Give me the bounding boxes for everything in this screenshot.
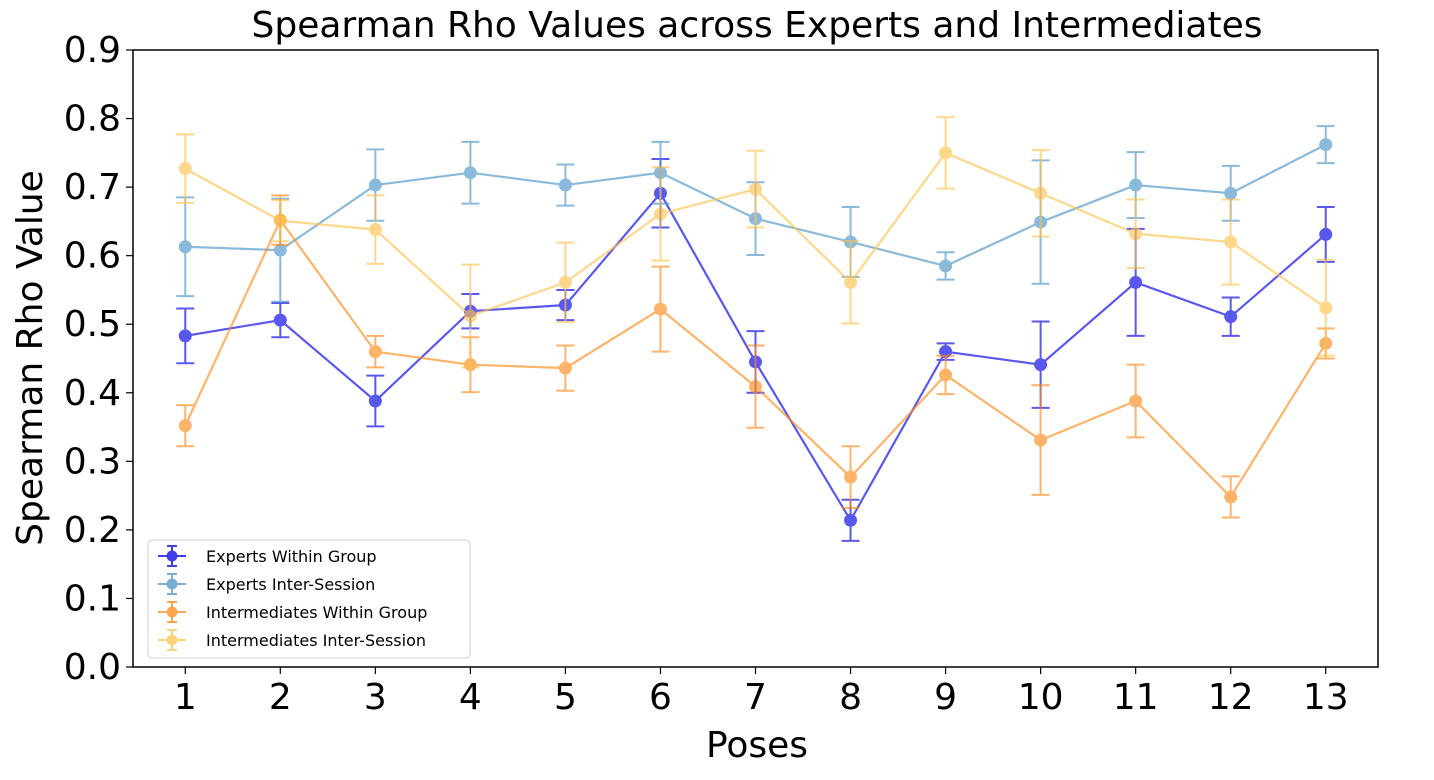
data-point (1034, 358, 1048, 372)
y-tick-label: 0.0 (64, 647, 121, 688)
plot-area (176, 116, 1335, 542)
data-point (273, 243, 287, 257)
legend-dot (166, 634, 178, 646)
axis-ticks: 0.00.10.20.30.40.50.60.70.80.91 2 3 4 5 6 7 8 9 1… (64, 30, 1349, 718)
legend-dot (166, 606, 178, 618)
data-point (273, 313, 287, 327)
data-point (1319, 227, 1333, 241)
x-axis-label: Poses (706, 725, 808, 766)
y-tick-label: 0.1 (64, 578, 121, 619)
x-tick-label: 6 (649, 677, 672, 718)
x-tick-label: 1 (174, 677, 197, 718)
x-tick-label: 5 (554, 677, 577, 718)
legend-marker (158, 573, 186, 595)
data-point (178, 329, 192, 343)
data-point (1224, 310, 1238, 324)
x-tick-label: 7 (744, 677, 767, 718)
data-point (1129, 178, 1143, 192)
data-point (368, 345, 382, 359)
x-tick-label: 8 (839, 677, 862, 718)
data-point (558, 275, 572, 289)
data-point (844, 275, 858, 289)
data-point (178, 162, 192, 176)
data-point (939, 146, 953, 160)
series-3 (176, 194, 1335, 519)
data-point (749, 380, 762, 394)
legend-dot (166, 550, 178, 562)
data-point (939, 259, 953, 273)
y-tick-label: 0.8 (64, 99, 121, 140)
series-4 (176, 116, 1335, 369)
legend: Experts Within Group Experts Inter-Sessio… (147, 539, 471, 659)
legend-label: Intermediates Inter-Session (206, 631, 426, 650)
x-tick-label: 3 (364, 677, 387, 718)
data-point (178, 419, 192, 433)
data-point (749, 182, 762, 196)
data-point (558, 178, 572, 192)
legend-dot (166, 578, 178, 590)
y-tick-label: 0.4 (64, 373, 121, 414)
x-tick-label: 13 (1303, 677, 1349, 718)
y-tick-label: 0.7 (64, 167, 121, 208)
y-axis-label: Spearman Rho Value (10, 170, 51, 546)
data-point (178, 240, 192, 254)
data-point (844, 513, 858, 527)
y-tick-label: 0.2 (64, 510, 121, 551)
x-tick-label: 9 (934, 677, 957, 718)
data-point (368, 178, 382, 192)
y-tick-label: 0.3 (64, 441, 121, 482)
legend-box (147, 539, 471, 659)
data-point (844, 470, 858, 484)
data-point (1319, 301, 1333, 315)
legend-label: Experts Within Group (206, 547, 377, 566)
data-point (1129, 394, 1143, 408)
x-tick-label: 12 (1208, 677, 1254, 718)
x-tick-label: 11 (1113, 677, 1159, 718)
data-point (1224, 235, 1238, 249)
data-point (1129, 275, 1143, 289)
data-point (1224, 490, 1238, 504)
y-tick-label: 0.9 (64, 30, 121, 71)
data-point (1319, 138, 1333, 152)
x-tick-label: 10 (1018, 677, 1064, 718)
y-tick-label: 0.5 (64, 304, 121, 345)
data-point (368, 394, 382, 408)
legend-label: Experts Inter-Session (206, 575, 375, 594)
legend-label: Intermediates Within Group (206, 603, 427, 622)
data-point (1224, 186, 1238, 200)
data-point (273, 214, 287, 228)
data-point (368, 223, 382, 237)
data-point (463, 309, 477, 323)
data-point (939, 368, 953, 382)
data-point (1034, 186, 1048, 200)
data-point (1034, 433, 1048, 447)
y-tick-label: 0.6 (64, 236, 121, 277)
x-tick-label: 4 (459, 677, 482, 718)
legend-marker (158, 601, 186, 623)
x-tick-label: 2 (269, 677, 292, 718)
chart-title: Spearman Rho Values across Experts and I… (251, 5, 1262, 46)
data-point (653, 207, 667, 221)
data-point (558, 361, 572, 375)
legend-marker (158, 545, 186, 567)
data-point (653, 302, 667, 316)
data-point (463, 166, 477, 180)
data-point (1129, 227, 1143, 241)
legend-marker (158, 629, 186, 651)
